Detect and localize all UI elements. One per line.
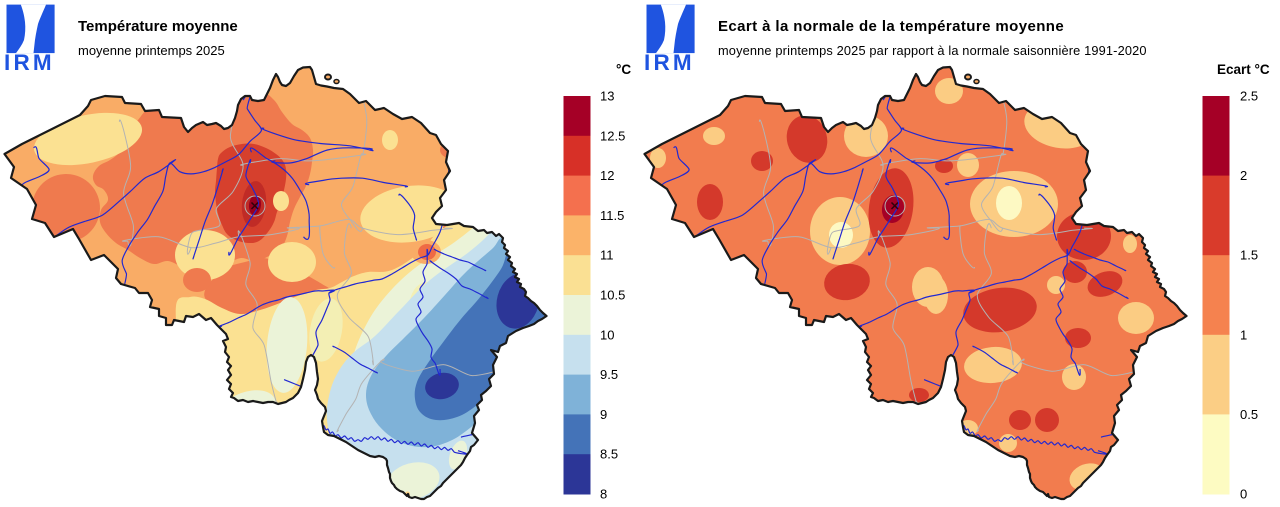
svg-text:Température moyenne: Température moyenne — [78, 18, 238, 35]
svg-text:1: 1 — [1240, 327, 1247, 342]
svg-text:IRM: IRM — [644, 50, 695, 75]
svg-text:13: 13 — [600, 89, 614, 104]
svg-text:11: 11 — [600, 248, 614, 263]
svg-text:11.5: 11.5 — [600, 208, 624, 223]
svg-text:Ecart à la normale de la tempé: Ecart à la normale de la température moy… — [718, 18, 1064, 35]
svg-text:2: 2 — [1240, 168, 1247, 183]
svg-text:2.5: 2.5 — [1240, 89, 1258, 104]
svg-text:9: 9 — [600, 407, 607, 422]
svg-text:10: 10 — [600, 327, 614, 342]
svg-text:0.5: 0.5 — [1240, 407, 1258, 422]
svg-text:Ecart °C: Ecart °C — [1217, 62, 1270, 77]
svg-text:9.5: 9.5 — [600, 367, 618, 382]
svg-text:IRM: IRM — [4, 50, 55, 75]
svg-text:0: 0 — [1240, 487, 1247, 502]
svg-text:10.5: 10.5 — [600, 288, 625, 303]
svg-text:moyenne printemps 2025: moyenne printemps 2025 — [78, 43, 225, 58]
svg-text:°C: °C — [616, 62, 631, 77]
svg-text:moyenne printemps 2025 par rap: moyenne printemps 2025 par rapport à la … — [718, 43, 1147, 58]
svg-text:8: 8 — [600, 487, 607, 502]
svg-text:12.5: 12.5 — [600, 128, 625, 143]
svg-text:1.5: 1.5 — [1240, 248, 1258, 263]
svg-text:8.5: 8.5 — [600, 447, 618, 462]
svg-text:12: 12 — [600, 168, 614, 183]
